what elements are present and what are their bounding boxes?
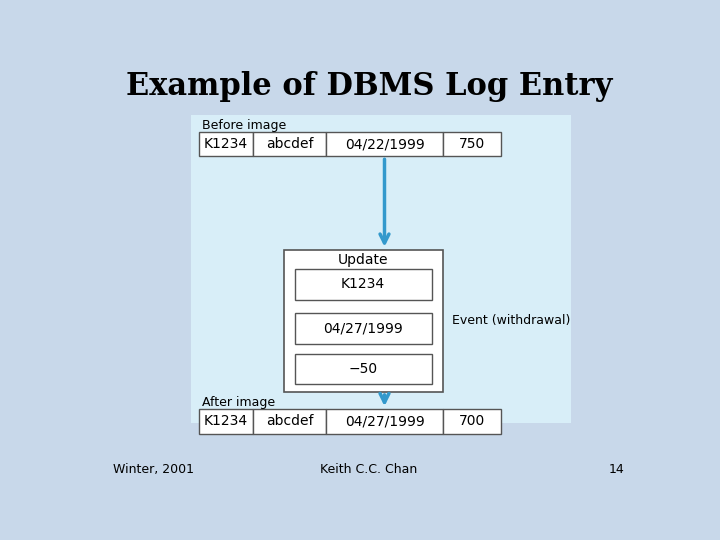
Text: Example of DBMS Log Entry: Example of DBMS Log Entry [126, 71, 612, 102]
Bar [199, 132, 253, 157]
Text: After image: After image [202, 396, 276, 409]
Text: 14: 14 [609, 463, 625, 476]
Text: Winter, 2001: Winter, 2001 [113, 463, 194, 476]
Text: abcdef: abcdef [266, 137, 313, 151]
Text: K1234: K1234 [204, 414, 248, 428]
Bar [443, 132, 500, 157]
Bar [284, 249, 443, 392]
Bar [294, 313, 432, 343]
Text: 04/27/1999: 04/27/1999 [345, 414, 424, 428]
Text: Before image: Before image [202, 119, 287, 132]
Text: 04/27/1999: 04/27/1999 [323, 321, 403, 335]
Text: 750: 750 [459, 137, 485, 151]
Text: 04/22/1999: 04/22/1999 [345, 137, 424, 151]
Bar [294, 269, 432, 300]
Text: −50: −50 [348, 362, 378, 376]
Text: Keith C.C. Chan: Keith C.C. Chan [320, 463, 418, 476]
Bar [443, 409, 500, 434]
Bar [326, 132, 443, 157]
Text: 700: 700 [459, 414, 485, 428]
Bar [253, 132, 326, 157]
Bar [253, 409, 326, 434]
Text: K1234: K1234 [341, 277, 385, 291]
Bar [294, 354, 432, 384]
Text: Update: Update [338, 253, 388, 267]
Bar [199, 409, 253, 434]
Text: abcdef: abcdef [266, 414, 313, 428]
Text: K1234: K1234 [204, 137, 248, 151]
Bar [326, 409, 443, 434]
Text: Event (withdrawal): Event (withdrawal) [452, 314, 570, 327]
Bar [191, 115, 570, 423]
